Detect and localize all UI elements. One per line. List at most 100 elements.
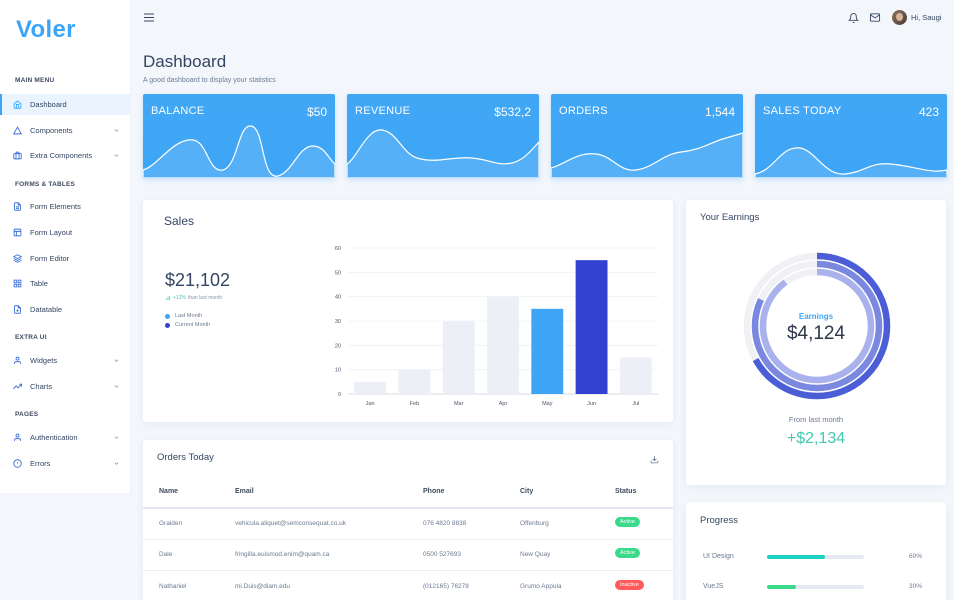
sidebar-item-label: Components	[30, 126, 73, 135]
stat-value: 1,544	[704, 105, 735, 119]
x-tick-label: May	[542, 401, 553, 407]
mail-icon[interactable]	[869, 12, 881, 23]
cell-city: Grumo Appula	[520, 583, 562, 590]
legend-label: Current Month	[175, 322, 211, 328]
chevron-down-icon	[114, 359, 119, 362]
menu-section-title: Main Menu	[15, 77, 55, 84]
chevron-down-icon	[114, 385, 119, 388]
alert-circle-icon	[13, 459, 22, 468]
sales-change-note: +12% than last month	[165, 295, 222, 301]
user-icon	[13, 356, 22, 365]
x-tick-label: Jul	[632, 401, 639, 407]
avatar-face	[896, 13, 903, 21]
progress-card: Progress UI Design 60% VueJS 30%	[686, 502, 946, 600]
x-tick-label: Mar	[454, 401, 464, 407]
download-icon[interactable]	[650, 455, 659, 464]
sidebar-item-form-layout[interactable]: Form Layout	[0, 222, 130, 243]
ring-arc	[751, 260, 883, 392]
sales-card: Sales $21,102 +12% than last month Last …	[143, 200, 673, 422]
cell-phone: 0500 527693	[423, 551, 461, 558]
y-tick-label: 60	[335, 246, 341, 252]
earnings-radial-chart	[743, 252, 891, 400]
legend-item-last-month: Last Month	[165, 313, 202, 319]
home-icon	[13, 100, 22, 109]
sidebar-item-components[interactable]: Components	[0, 120, 130, 141]
stat-sparkline	[755, 147, 947, 178]
app-logo[interactable]: Voler	[16, 16, 76, 43]
legend-item-current-month: Current Month	[165, 322, 210, 328]
menu-section-title: Extra UI	[15, 334, 47, 341]
progress-percent: 30%	[908, 583, 922, 590]
sidebar-item-form-elements[interactable]: Form Elements	[0, 196, 130, 217]
column-header-status[interactable]: Status	[615, 488, 637, 495]
menu-toggle-icon[interactable]	[144, 13, 154, 22]
cell-name: Nathaniel	[159, 583, 187, 590]
x-tick-label: Jun	[587, 401, 596, 407]
earnings-value: $4,124	[786, 323, 846, 344]
stat-label: BALANCE	[151, 105, 205, 117]
table-header-divider	[143, 507, 673, 509]
chevron-down-icon	[114, 436, 119, 439]
menu-section-title: Forms & Tables	[15, 181, 76, 188]
earnings-from-label: From last month	[788, 415, 844, 424]
ring-arc	[759, 268, 875, 384]
sidebar-item-label: Form Editor	[30, 254, 70, 263]
status-badge: Active	[615, 548, 640, 558]
earnings-card: Your Earnings Earnings $4,124 From last …	[686, 200, 946, 485]
progress-track	[767, 585, 864, 589]
status-badge: Active	[615, 517, 640, 527]
column-header-city[interactable]: City	[520, 488, 534, 495]
cell-phone: (012165) 76278	[423, 583, 469, 590]
legend-label: Last Month	[175, 313, 203, 319]
stat-label: REVENUE	[355, 105, 411, 117]
sidebar-item-table[interactable]: Table	[0, 273, 130, 294]
bar-may[interactable]	[531, 308, 564, 394]
sidebar-item-form-editor[interactable]: Form Editor	[0, 248, 130, 269]
trending-up-icon	[13, 382, 22, 391]
sidebar-item-label: Form Elements	[30, 202, 81, 211]
progress-title: Progress	[700, 515, 739, 526]
sidebar-item-dashboard[interactable]: Dashboard	[0, 94, 130, 115]
y-tick-label: 30	[335, 319, 341, 325]
y-tick-label: 10	[335, 368, 341, 374]
layout-icon	[13, 228, 22, 237]
sidebar-item-charts[interactable]: Charts	[0, 376, 130, 397]
orders-card: Orders Today Name Email Phone City Statu…	[143, 440, 673, 600]
avatar[interactable]	[892, 10, 907, 25]
sidebar-item-errors[interactable]: Errors	[0, 453, 130, 474]
bar-chart-icon	[166, 296, 170, 300]
bar-apr[interactable]	[487, 296, 519, 394]
y-tick-label: 0	[338, 392, 341, 398]
stat-card-sales-today: SALES TODAY 423	[755, 94, 947, 178]
sidebar-item-label: Widgets	[30, 356, 58, 365]
progress-fill	[767, 555, 826, 559]
stat-value: 423	[918, 105, 939, 119]
cell-city: New Quay	[520, 551, 551, 558]
bar-mar[interactable]	[442, 321, 475, 394]
sidebar-item-label: Extra Components	[30, 151, 93, 160]
bar-jun[interactable]	[575, 260, 608, 394]
sidebar-item-label: Table	[30, 279, 48, 288]
column-header-name[interactable]: Name	[159, 488, 179, 495]
bar-jul[interactable]	[619, 357, 652, 395]
cell-email: vehicula.aliquet@semconsequat.co.uk	[235, 520, 347, 527]
cell-city: Offenburg	[520, 520, 549, 527]
bell-icon[interactable]	[848, 12, 859, 24]
sidebar-item-datatable[interactable]: Datatable	[0, 299, 130, 320]
cell-name: Graiden	[159, 520, 183, 527]
cell-name: Dale	[159, 551, 173, 558]
sidebar-item-extra-components[interactable]: Extra Components	[0, 145, 130, 166]
bar-jan[interactable]	[354, 381, 387, 394]
sales-total: $21,102	[165, 270, 231, 290]
stat-card-revenue: REVENUE $532,2	[347, 94, 539, 178]
sidebar-item-authentication[interactable]: Authentication	[0, 427, 130, 448]
column-header-phone[interactable]: Phone	[423, 488, 445, 495]
row-divider	[143, 539, 673, 540]
bar-feb[interactable]	[398, 369, 431, 394]
sidebar-item-label: Authentication	[30, 433, 78, 442]
column-header-email[interactable]: Email	[235, 488, 254, 495]
sidebar-item-widgets[interactable]: Widgets	[0, 350, 130, 371]
file-text-icon	[13, 202, 22, 211]
stat-sparkline	[347, 129, 539, 178]
user-greeting[interactable]: Hi, Saugi	[911, 13, 942, 22]
